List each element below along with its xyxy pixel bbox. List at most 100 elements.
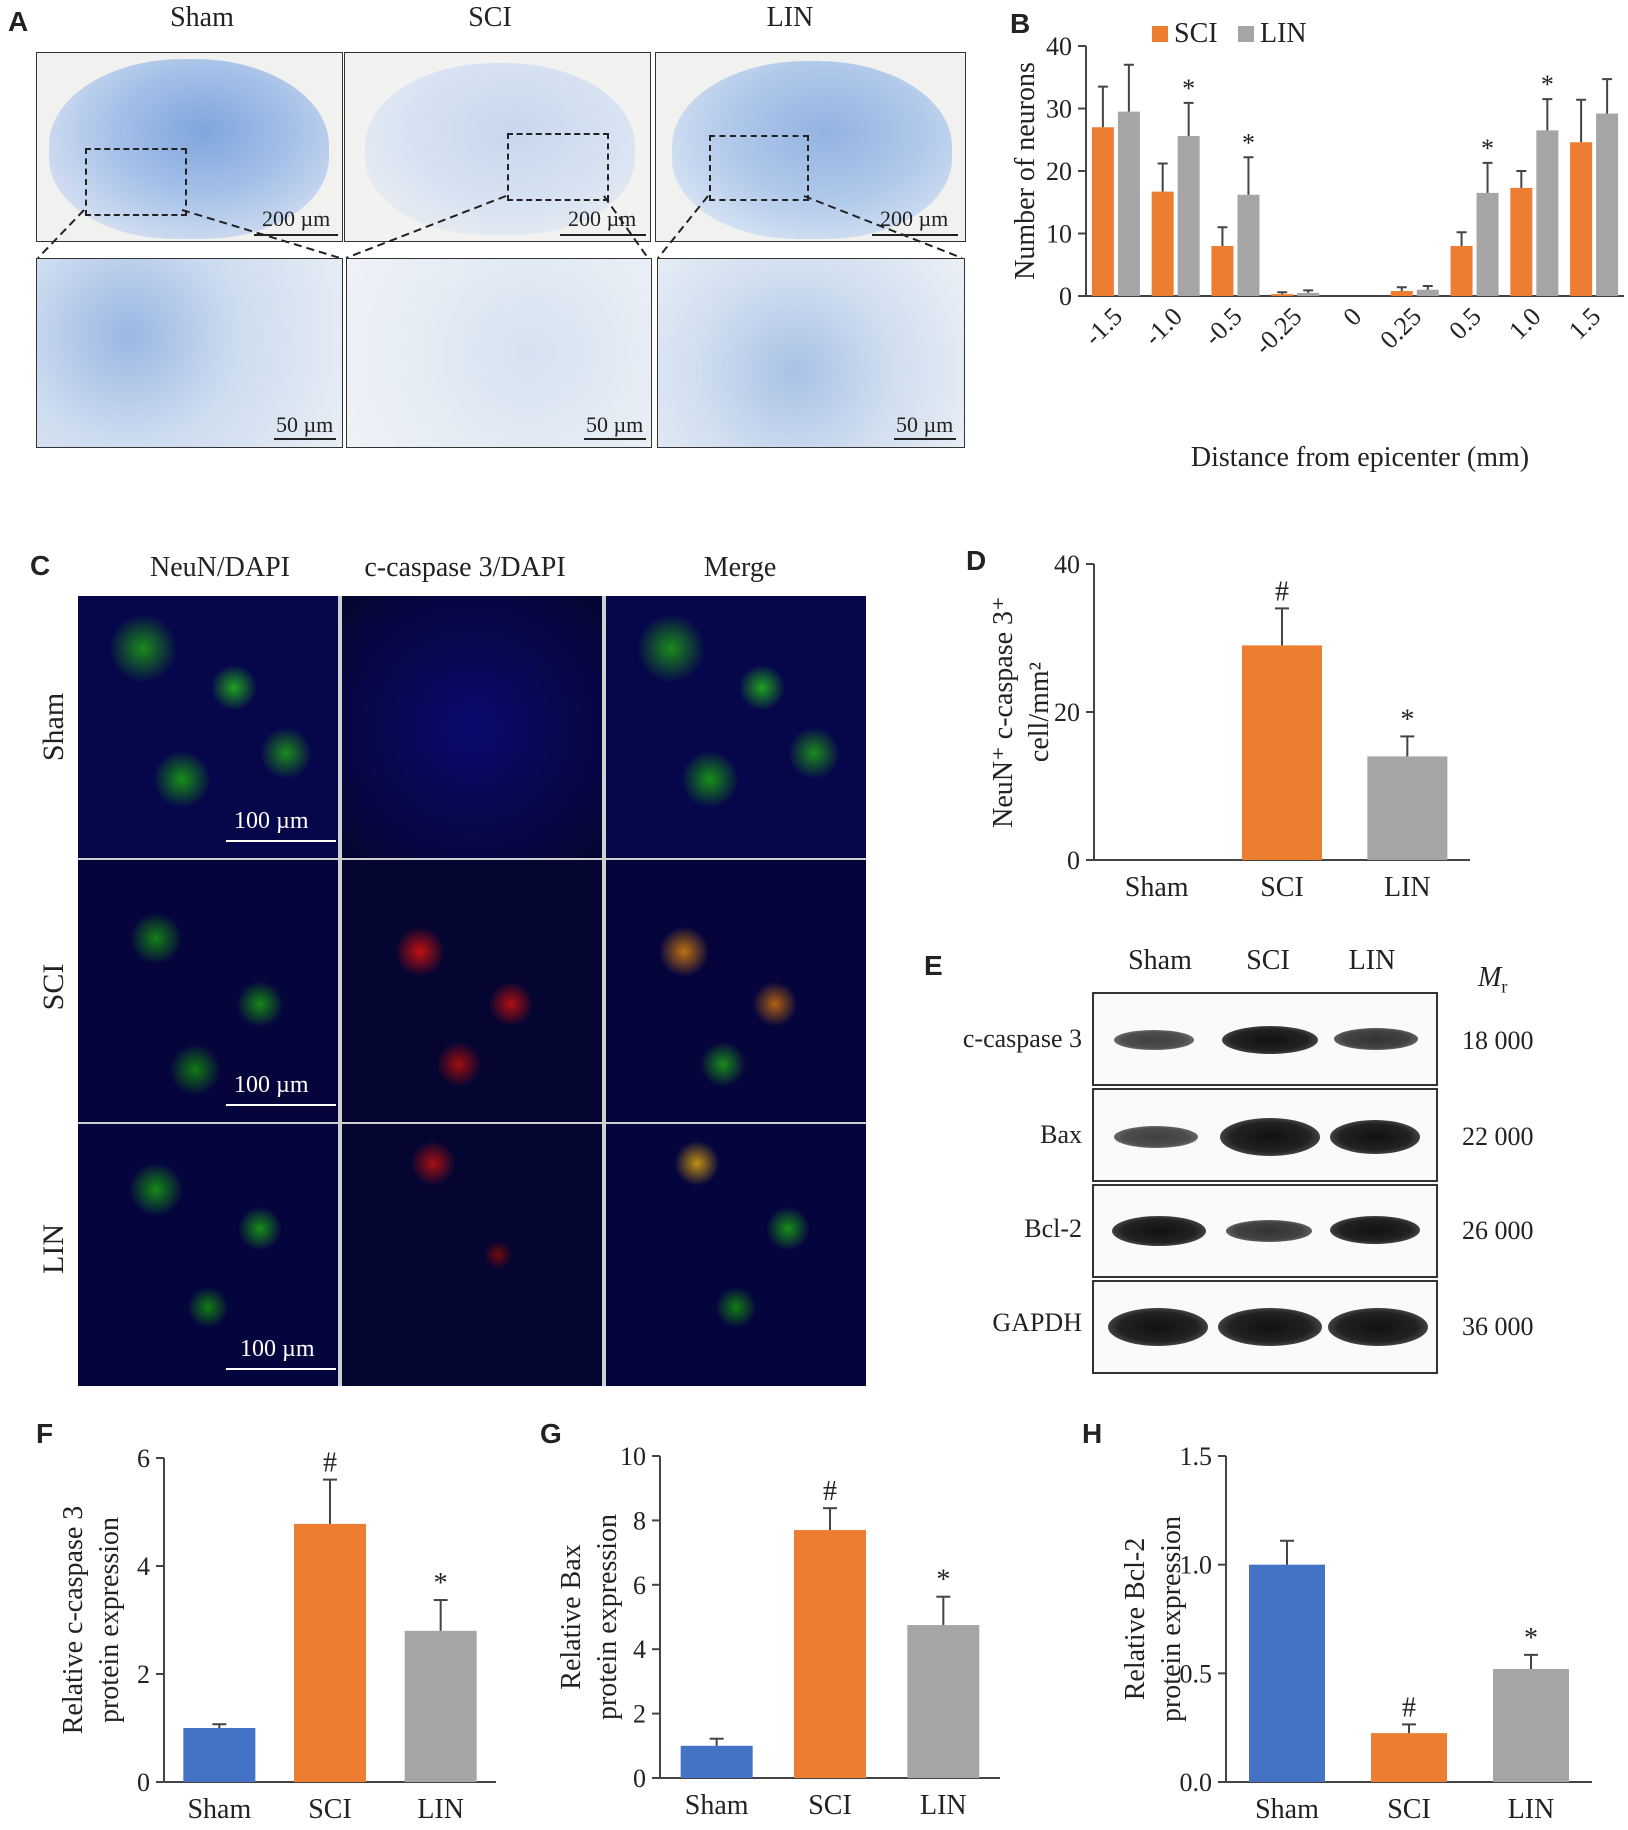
nissl-high-lin (657, 258, 965, 448)
y-tick-label: 4 (633, 1635, 646, 1664)
sig-marker-sci: # (823, 1476, 837, 1507)
x-label-sham: Sham (1255, 1794, 1319, 1825)
sig-marker: * (1541, 70, 1554, 99)
x-label-lin: LIN (1384, 872, 1431, 903)
x-label-sham: Sham (187, 1794, 251, 1825)
x-label-lin: LIN (1508, 1794, 1555, 1825)
y-tick-label: 1.5 (1180, 1442, 1213, 1471)
bar-sci (794, 1530, 866, 1778)
y-tick-label: 40 (1046, 32, 1072, 61)
x-label-sci: SCI (1260, 872, 1304, 903)
panel-a-zoom-lines (37, 195, 963, 259)
sig-marker-sci: # (323, 1448, 337, 1479)
if-sham-neun (78, 596, 338, 858)
bar-sci (1242, 645, 1322, 860)
y-tick-label: 40 (1054, 550, 1080, 579)
panel-a-col-lin: LIN (766, 2, 814, 33)
if-lin-caspase (342, 1124, 602, 1386)
blot-label-gapdh: GAPDH (992, 1308, 1082, 1337)
bar-lin (1416, 289, 1439, 296)
y-tick-label: 2 (137, 1660, 150, 1689)
blot-lane-sham: Sham (1128, 945, 1192, 976)
bar-sci (1570, 142, 1593, 296)
panel-c-scale-sci: 100 µm (234, 1072, 309, 1098)
y-axis-title: Number of neurons (1010, 62, 1041, 280)
y-tick-label: 6 (137, 1444, 150, 1473)
panel-a-scalebar-lin (872, 234, 958, 236)
bar-sci (294, 1523, 366, 1782)
sig-marker: * (1182, 74, 1195, 103)
bar-sci (1510, 187, 1533, 296)
if-lin-neun (78, 1124, 338, 1386)
y-tick-label: 20 (1054, 698, 1080, 727)
y-axis-title-line: protein expression (94, 1517, 125, 1723)
nissl-low-sci (344, 52, 651, 242)
panel-a-scale-lin: 200 µm (880, 206, 949, 231)
x-tick-label: 0.25 (1374, 302, 1427, 355)
x-label-sci: SCI (808, 1790, 852, 1821)
sig-marker: * (1481, 134, 1494, 163)
sig-marker-lin: * (434, 1568, 448, 1599)
chart-d: 0 20 40 Sham # SCI * LIN NeuN⁺ c-caspase 3⁺ cell/… (988, 550, 1470, 903)
legend-label-sci: SCI (1174, 18, 1218, 49)
y-axis-title-line: Relative c-caspase 3 (58, 1506, 89, 1735)
y-tick-label: 4 (137, 1552, 150, 1581)
bar-lin (907, 1625, 980, 1778)
x-label-sham: Sham (685, 1790, 749, 1821)
panel-c-scalebar-lin (226, 1368, 336, 1370)
y-tick-label: 8 (633, 1506, 646, 1535)
y-tick-label: 30 (1046, 95, 1072, 124)
panel-a-scale-high-sham: 50 µm (276, 412, 334, 437)
blot-bax (1092, 1088, 1438, 1182)
x-tick-label: -0.25 (1249, 302, 1308, 361)
bar-lin (1117, 111, 1140, 296)
panel-c-col-neun: NeuN/DAPI (150, 552, 290, 583)
sig-marker-sci: # (1275, 576, 1289, 607)
y-tick-label: 10 (1046, 220, 1072, 249)
y-axis-title-line: protein expression (1156, 1516, 1187, 1722)
chart-g: 0 2 4 6 8 10 Sham # SCI * LIN Relative Bax protein e… (556, 1442, 1000, 1821)
blot-lane-lin: LIN (1348, 945, 1396, 976)
panel-a-scale-high-sci: 50 µm (586, 412, 644, 437)
x-tick-label: -0.5 (1198, 302, 1248, 352)
bar-lin (1493, 1668, 1569, 1782)
blot-label-bcl2: Bcl-2 (1024, 1214, 1082, 1243)
y-tick-label: 2 (633, 1700, 646, 1729)
panel-b-label: B (1010, 8, 1031, 39)
y-tick-label: 0 (1059, 282, 1072, 311)
x-tick-label: 0 (1338, 302, 1368, 332)
blot-mr-caspase: 18 000 (1462, 1026, 1534, 1055)
y-axis-title-line: Relative Bax (556, 1544, 587, 1689)
blot-label-bax: Bax (1040, 1120, 1082, 1149)
y-axis-title-line: Relative Bcl-2 (1120, 1538, 1151, 1701)
y-tick-label: 0 (1067, 846, 1080, 875)
panel-d-label: D (966, 545, 987, 576)
x-tick-label: -1.0 (1138, 302, 1188, 352)
if-sham-caspase (342, 596, 602, 858)
panel-c-col-merge: Merge (703, 552, 777, 583)
y-axis-title-line: protein expression (592, 1514, 623, 1720)
y-tick-label: 0 (633, 1764, 646, 1793)
chart-h: 0.0 0.5 1.0 1.5 Sham # SCI * LIN Relative Bcl-2 pr… (1120, 1442, 1592, 1825)
bar-lin (1237, 194, 1260, 296)
panel-a-scale-sci: 200 µm (568, 206, 637, 231)
bar-sci (1271, 294, 1294, 296)
panel-a-scalebar-high-sci (584, 438, 646, 440)
if-sci-neun (78, 860, 338, 1122)
sig-marker-lin: * (936, 1565, 950, 1596)
bar-lin (404, 1630, 477, 1782)
blot-mr-bcl2: 26 000 (1462, 1216, 1534, 1245)
if-grid (78, 596, 866, 1386)
y-tick-label: 0 (137, 1768, 150, 1797)
x-tick-label: 1.5 (1563, 302, 1606, 345)
bar-lin (1596, 113, 1619, 296)
blot-lane-sci: SCI (1246, 945, 1290, 976)
legend-swatch-lin (1238, 26, 1254, 42)
blot-mr-bax: 22 000 (1462, 1122, 1534, 1151)
panel-a-scalebar-high-sham (274, 438, 336, 440)
panel-a-scale-sham: 200 µm (262, 206, 331, 231)
bar-sci (1371, 1733, 1447, 1782)
bar-sham (680, 1745, 753, 1778)
y-tick-label: 6 (633, 1571, 646, 1600)
y-tick-label: 0.0 (1180, 1768, 1213, 1797)
